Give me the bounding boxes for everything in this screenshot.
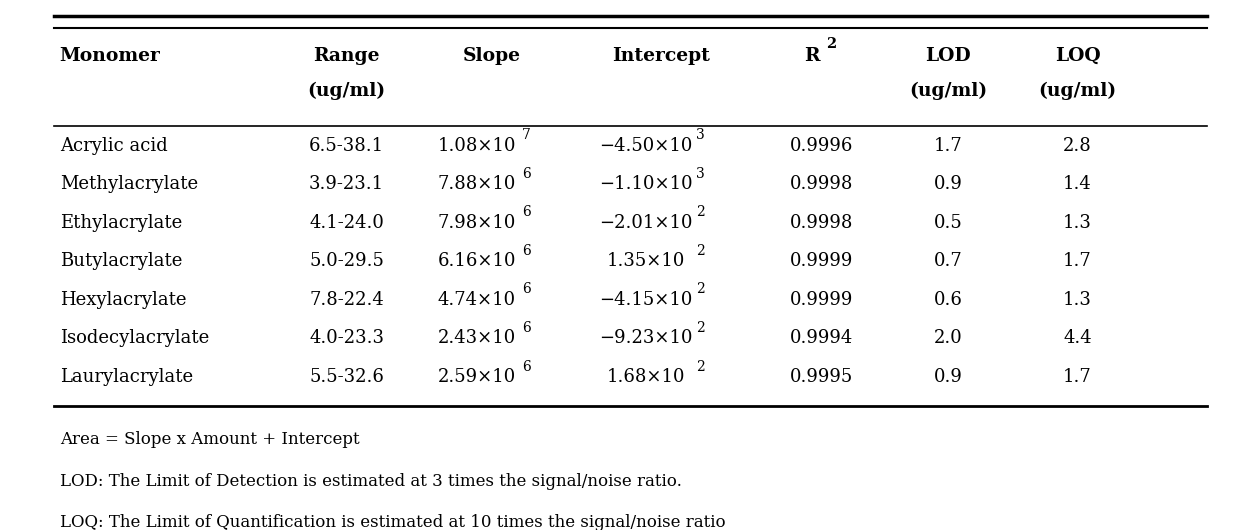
Text: 0.9994: 0.9994 bbox=[790, 329, 853, 347]
Text: 2: 2 bbox=[697, 282, 705, 296]
Text: 7: 7 bbox=[522, 128, 530, 142]
Text: 1.4: 1.4 bbox=[1063, 175, 1092, 193]
Text: 2.0: 2.0 bbox=[934, 329, 963, 347]
Text: 6.16×10: 6.16×10 bbox=[437, 252, 515, 270]
Text: 1.35×10: 1.35×10 bbox=[607, 252, 686, 270]
Text: 0.9: 0.9 bbox=[934, 175, 963, 193]
Text: 2: 2 bbox=[826, 37, 836, 51]
Text: 2: 2 bbox=[697, 205, 705, 219]
Text: 2.43×10: 2.43×10 bbox=[437, 329, 515, 347]
Text: 0.9998: 0.9998 bbox=[790, 175, 853, 193]
Text: Slope: Slope bbox=[462, 47, 520, 65]
Text: 2.59×10: 2.59×10 bbox=[437, 368, 515, 386]
Text: Ethylacrylate: Ethylacrylate bbox=[60, 214, 181, 232]
Text: 6: 6 bbox=[522, 167, 530, 181]
Text: 0.9996: 0.9996 bbox=[790, 137, 853, 155]
Text: Hexylacrylate: Hexylacrylate bbox=[60, 291, 186, 309]
Text: 6: 6 bbox=[522, 205, 530, 219]
Text: 0.7: 0.7 bbox=[934, 252, 963, 270]
Text: 1.7: 1.7 bbox=[934, 137, 963, 155]
Text: 6: 6 bbox=[522, 321, 530, 335]
Text: 0.6: 0.6 bbox=[934, 291, 963, 309]
Text: R: R bbox=[804, 47, 820, 65]
Text: 1.7: 1.7 bbox=[1063, 368, 1092, 386]
Text: LOD: The Limit of Detection is estimated at 3 times the signal/noise ratio.: LOD: The Limit of Detection is estimated… bbox=[60, 473, 682, 490]
Text: 0.9995: 0.9995 bbox=[790, 368, 853, 386]
Text: 0.9998: 0.9998 bbox=[790, 214, 853, 232]
Text: Methylacrylate: Methylacrylate bbox=[60, 175, 197, 193]
Text: 7.88×10: 7.88×10 bbox=[437, 175, 515, 193]
Text: −9.23×10: −9.23×10 bbox=[600, 329, 693, 347]
Text: 1.7: 1.7 bbox=[1063, 252, 1092, 270]
Text: 0.5: 0.5 bbox=[934, 214, 963, 232]
Text: 4.74×10: 4.74×10 bbox=[437, 291, 515, 309]
Text: LOQ: LOQ bbox=[1054, 47, 1100, 65]
Text: 1.08×10: 1.08×10 bbox=[437, 137, 515, 155]
Text: Laurylacrylate: Laurylacrylate bbox=[60, 368, 193, 386]
Text: 2: 2 bbox=[697, 359, 705, 374]
Text: 6: 6 bbox=[522, 244, 530, 258]
Text: Butylacrylate: Butylacrylate bbox=[60, 252, 183, 270]
Text: (ug/ml): (ug/ml) bbox=[308, 82, 385, 100]
Text: 7.8-22.4: 7.8-22.4 bbox=[309, 291, 384, 309]
Text: 3.9-23.1: 3.9-23.1 bbox=[309, 175, 384, 193]
Text: 1.3: 1.3 bbox=[1063, 214, 1092, 232]
Text: 1.68×10: 1.68×10 bbox=[607, 368, 686, 386]
Text: −4.50×10: −4.50×10 bbox=[600, 137, 693, 155]
Text: 2.8: 2.8 bbox=[1063, 137, 1092, 155]
Text: 7.98×10: 7.98×10 bbox=[437, 214, 515, 232]
Text: 6: 6 bbox=[522, 282, 530, 296]
Text: (ug/ml): (ug/ml) bbox=[909, 82, 987, 100]
Text: 2: 2 bbox=[697, 244, 705, 258]
Text: Intercept: Intercept bbox=[612, 47, 710, 65]
Text: Isodecylacrylate: Isodecylacrylate bbox=[60, 329, 209, 347]
Text: −2.01×10: −2.01×10 bbox=[600, 214, 693, 232]
Text: 6: 6 bbox=[522, 359, 530, 374]
Text: 4.4: 4.4 bbox=[1063, 329, 1092, 347]
Text: −4.15×10: −4.15×10 bbox=[600, 291, 693, 309]
Text: 3: 3 bbox=[697, 128, 705, 142]
Text: LOD: LOD bbox=[925, 47, 971, 65]
Text: Acrylic acid: Acrylic acid bbox=[60, 137, 168, 155]
Text: 0.9: 0.9 bbox=[934, 368, 963, 386]
Text: (ug/ml): (ug/ml) bbox=[1038, 82, 1117, 100]
Text: 6.5-38.1: 6.5-38.1 bbox=[309, 137, 384, 155]
Text: 0.9999: 0.9999 bbox=[790, 252, 853, 270]
Text: Area = Slope x Amount + Intercept: Area = Slope x Amount + Intercept bbox=[60, 431, 359, 448]
Text: Range: Range bbox=[313, 47, 380, 65]
Text: 5.0-29.5: 5.0-29.5 bbox=[309, 252, 384, 270]
Text: 0.9999: 0.9999 bbox=[790, 291, 853, 309]
Text: 5.5-32.6: 5.5-32.6 bbox=[309, 368, 384, 386]
Text: 4.1-24.0: 4.1-24.0 bbox=[309, 214, 384, 232]
Text: 1.3: 1.3 bbox=[1063, 291, 1092, 309]
Text: Monomer: Monomer bbox=[60, 47, 160, 65]
Text: LOQ: The Limit of Quantification is estimated at 10 times the signal/noise ratio: LOQ: The Limit of Quantification is esti… bbox=[60, 514, 725, 530]
Text: 3: 3 bbox=[697, 167, 705, 181]
Text: −1.10×10: −1.10×10 bbox=[600, 175, 693, 193]
Text: 4.0-23.3: 4.0-23.3 bbox=[309, 329, 384, 347]
Text: 2: 2 bbox=[697, 321, 705, 335]
